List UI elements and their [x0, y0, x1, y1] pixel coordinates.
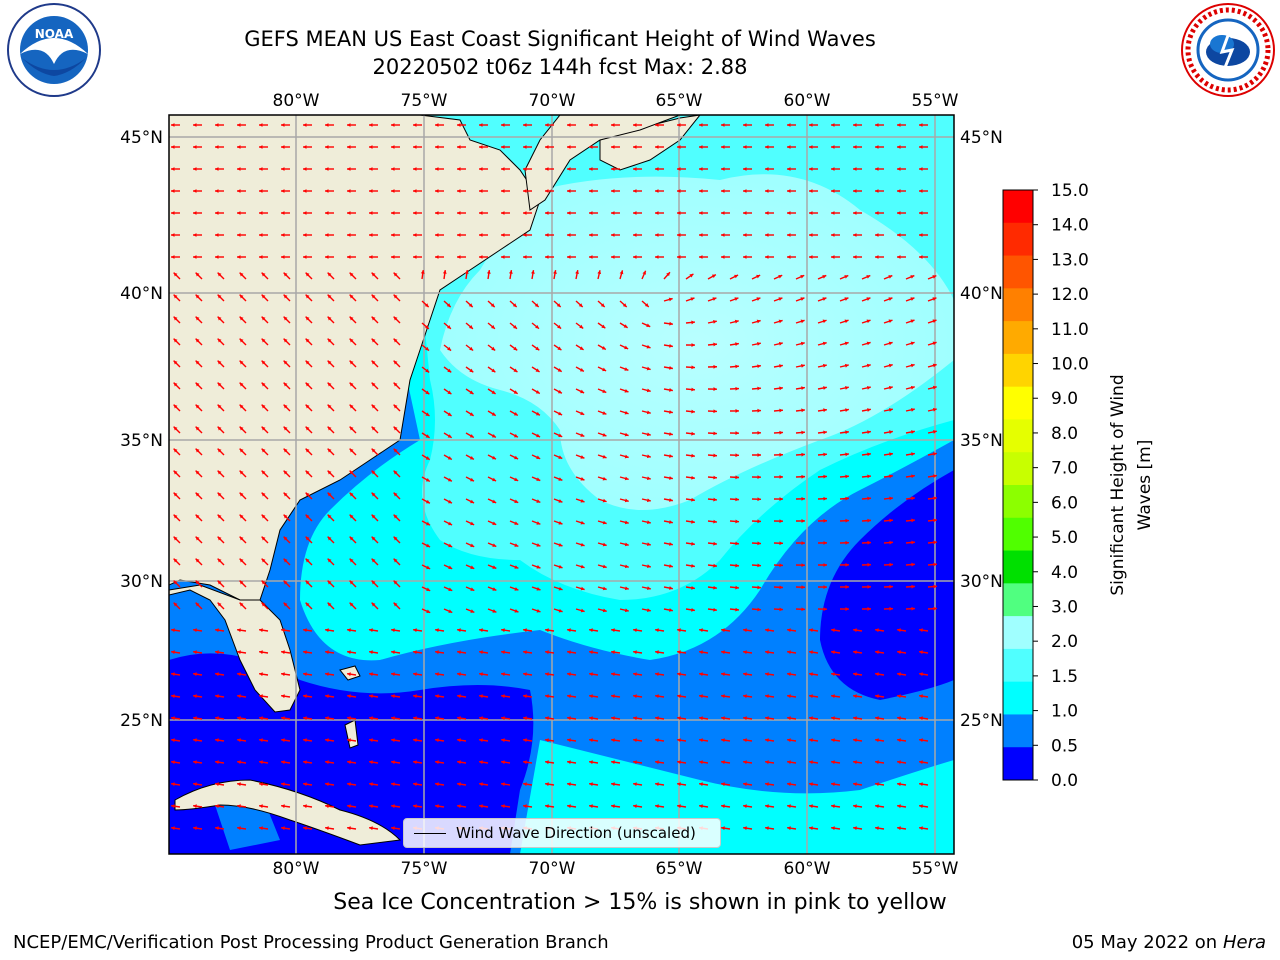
colorbar-frame [1002, 189, 1034, 781]
colorbar-tick-label: 15.0 [1051, 181, 1089, 201]
colorbar-segment [1003, 714, 1033, 748]
lat-label: 40°N [960, 284, 1003, 304]
colorbar-segment [1003, 419, 1033, 453]
lat-label: 45°N [960, 128, 1003, 148]
chart-title: GEFS MEAN US East Coast Significant Heig… [244, 27, 876, 51]
lon-label: 65°W [656, 91, 703, 111]
colorbar-tick-label: 11.0 [1051, 320, 1089, 340]
chart-subtitle: 20220502 t06z 144h fcst Max: 2.88 [372, 55, 748, 79]
lon-labels-bottom: 80°W 75°W 70°W 65°W 60°W 55°W [273, 859, 959, 879]
nws-logo [1181, 3, 1275, 97]
lat-label: 30°N [120, 572, 163, 592]
colorbar-segment [1003, 681, 1033, 715]
legend-line-icon [414, 832, 446, 834]
colorbar-label-line2: Waves [m] [1135, 440, 1155, 531]
colorbar-tick-label: 6.0 [1051, 493, 1078, 513]
lon-label: 70°W [529, 91, 576, 111]
lat-label: 35°N [120, 431, 163, 451]
footer-credit: NCEP/EMC/Verification Post Processing Pr… [13, 932, 609, 953]
colorbar-label-line1: Significant Height of Wind [1108, 374, 1128, 595]
colorbar-segment [1003, 648, 1033, 683]
map-field [169, 115, 954, 854]
lat-label: 35°N [960, 431, 1003, 451]
colorbar-tick-label: 14.0 [1051, 216, 1089, 236]
colorbar-segment [1003, 190, 1033, 224]
colorbar-segment [1003, 616, 1033, 650]
map-frame [168, 114, 955, 855]
colorbar-segment [1003, 386, 1033, 420]
colorbar-segment [1003, 747, 1033, 781]
colorbar-segment [1003, 222, 1033, 257]
lat-labels-right: 45°N 40°N 35°N 30°N 25°N [960, 128, 1003, 731]
map-legend: Wind Wave Direction (unscaled) [403, 818, 721, 848]
colorbar-tick-label: 2.0 [1051, 632, 1078, 652]
lon-label: 55°W [912, 859, 959, 879]
sea-ice-note: Sea Ice Concentration > 15% is shown in … [333, 890, 947, 915]
colorbar: 15.0 14.0 13.0 12.0 11.0 10.0 9.0 8.0 7.0 6.0 5.0 4… [1002, 181, 1089, 791]
colorbar-tick-label: 8.0 [1051, 424, 1078, 444]
colorbar-segment [1003, 583, 1033, 617]
lon-label: 75°W [401, 859, 448, 879]
new-england-land [524, 115, 681, 211]
colorbar-tick-label: 13.0 [1051, 250, 1089, 270]
colorbar-segment [1003, 517, 1033, 552]
lon-label: 80°W [273, 91, 320, 111]
colorbar-tick-label: 1.0 [1051, 702, 1078, 722]
colorbar-tick-label: 5.0 [1051, 528, 1078, 548]
lat-label: 30°N [960, 572, 1003, 592]
lon-label: 75°W [401, 91, 448, 111]
lon-label: 65°W [656, 859, 703, 879]
lat-labels-left: 45°N 40°N 35°N 30°N 25°N [120, 128, 163, 731]
colorbar-tick-label: 1.5 [1051, 667, 1078, 687]
colorbar-tick-label: 7.0 [1051, 459, 1078, 479]
colorbar-segment [1003, 255, 1033, 289]
florida-land [169, 584, 301, 713]
colorbar-tick-label: 9.0 [1051, 389, 1078, 409]
graticule [169, 115, 954, 854]
lon-labels-top: 80°W 75°W 70°W 65°W 60°W 55°W [273, 91, 959, 111]
colorbar-segment [1003, 321, 1033, 355]
colorbar-tick-label: 0.5 [1051, 736, 1078, 756]
wind-wave-arrows [170, 123, 938, 831]
footer-date-text: 05 May 2022 on [1071, 932, 1218, 953]
colorbar-segment [1003, 485, 1033, 519]
noaa-logo: NOAA [7, 3, 101, 97]
wave-height-map: 80°W 75°W 70°W 65°W 60°W 55°W 80°W 75°W … [120, 91, 1155, 879]
lat-label: 45°N [120, 128, 163, 148]
colorbar-tick-label: 4.0 [1051, 563, 1078, 583]
colorbar-tick-label: 12.0 [1051, 285, 1089, 305]
colorbar-tick-label: 10.0 [1051, 355, 1089, 375]
footer-host: Hera [1222, 932, 1266, 953]
colorbar-tick-label: 3.0 [1051, 597, 1078, 617]
cuba-land [174, 779, 402, 846]
noaa-logo-text: NOAA [35, 27, 74, 41]
colorbar-segment [1003, 452, 1033, 486]
colorbar-tick-label: 0.0 [1051, 771, 1078, 791]
colorbar-segment [1003, 550, 1033, 584]
lon-label: 70°W [529, 859, 576, 879]
lon-label: 80°W [273, 859, 320, 879]
colorbar-segment [1003, 288, 1033, 322]
lon-label: 60°W [784, 859, 831, 879]
footer-date: 05 May 2022 on Hera [1072, 932, 1266, 953]
lon-label: 60°W [784, 91, 831, 111]
lat-label: 25°N [120, 711, 163, 731]
legend-label: Wind Wave Direction (unscaled) [456, 824, 696, 842]
lat-label: 25°N [960, 711, 1003, 731]
lat-label: 40°N [120, 284, 163, 304]
lon-label: 55°W [912, 91, 959, 111]
colorbar-segment [1003, 353, 1033, 388]
